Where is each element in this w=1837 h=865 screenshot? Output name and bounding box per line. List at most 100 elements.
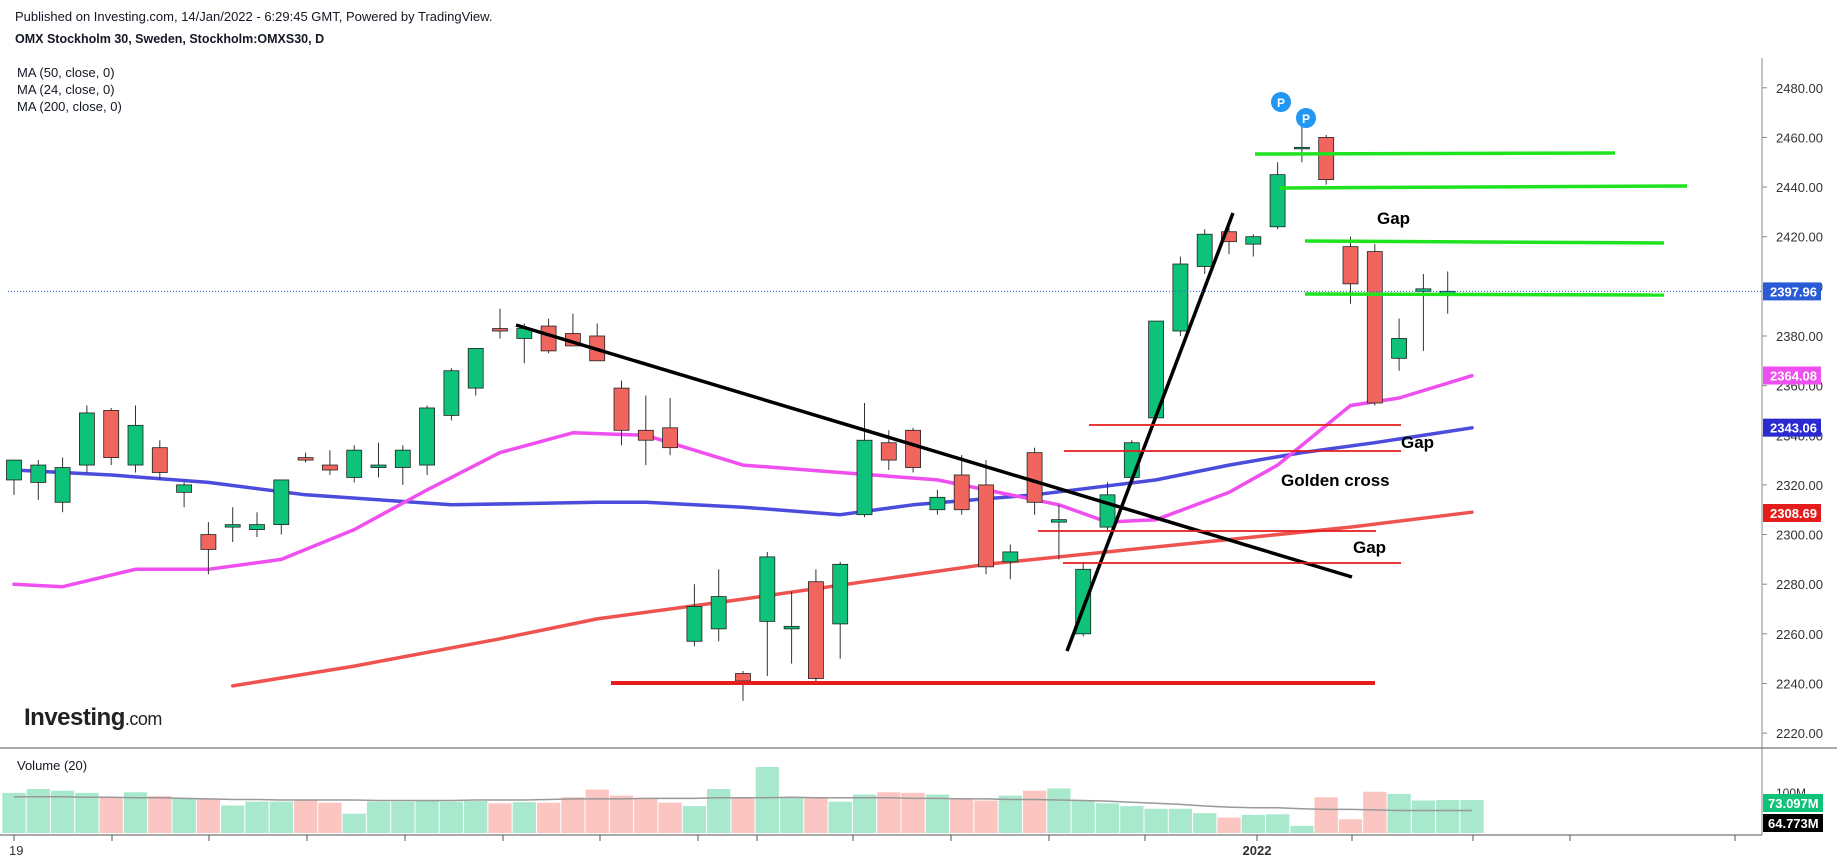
investing-logo: Investing.com xyxy=(24,704,162,731)
candle-body xyxy=(273,479,290,526)
candle-body xyxy=(953,474,970,511)
price-label-box xyxy=(1763,418,1821,437)
candle-up xyxy=(1415,273,1432,351)
candle-body xyxy=(662,427,678,449)
candle-up xyxy=(1172,256,1189,336)
ma-24-legend[interactable]: MA (24, close, 0) xyxy=(17,82,115,97)
y-tick-label: 2320.00 xyxy=(1776,478,1823,493)
candle-up xyxy=(419,405,436,475)
candle-down xyxy=(1221,226,1237,255)
pivot-marker[interactable]: P xyxy=(1296,108,1316,128)
volume-bar xyxy=(2,792,26,833)
candle-body xyxy=(151,447,168,473)
resistance-line-3 xyxy=(1304,239,1665,245)
candle-body xyxy=(370,464,387,468)
candle-body xyxy=(176,484,193,493)
candle-up xyxy=(346,445,363,483)
candle-body xyxy=(103,410,120,459)
volume-bar xyxy=(1290,825,1314,833)
candle-up xyxy=(273,479,290,535)
candle-body xyxy=(1196,233,1213,267)
candle-down xyxy=(662,398,678,456)
volume-bar xyxy=(439,801,464,833)
volume-bar xyxy=(682,806,707,833)
ma-line-1 xyxy=(12,373,1474,589)
resistance-line-1 xyxy=(1254,151,1616,156)
price-label-text: 2364.08 xyxy=(1770,368,1817,383)
moving-averages xyxy=(12,373,1474,688)
volume-bar xyxy=(172,798,196,833)
candle-body xyxy=(6,459,22,481)
volume-bar xyxy=(342,813,366,833)
volume-bar xyxy=(415,800,439,833)
candle-body xyxy=(613,387,630,431)
time-axis[interactable]: 19 2022 xyxy=(9,835,1736,858)
volume-bar xyxy=(1095,803,1120,833)
candle-body xyxy=(832,563,849,625)
candle-body xyxy=(1269,174,1286,228)
volume-bar xyxy=(877,792,901,833)
down-trendline xyxy=(515,323,1353,579)
candle-body xyxy=(467,347,484,389)
candle-body xyxy=(1051,519,1067,523)
price-label-text: 2343.06 xyxy=(1770,421,1817,436)
candle-body xyxy=(759,556,776,622)
candle-up xyxy=(686,584,703,647)
candle-body xyxy=(856,439,873,516)
ma-200-legend[interactable]: MA (200, close, 0) xyxy=(17,99,122,114)
volume-bar xyxy=(1363,791,1387,833)
gap-label-upper: Gap xyxy=(1377,209,1410,228)
candle-down xyxy=(297,452,314,463)
y-tick-label: 2440.00 xyxy=(1776,180,1823,195)
y-tick-label: 2260.00 xyxy=(1776,627,1823,642)
volume-ma-line xyxy=(14,795,1472,812)
candle-down xyxy=(103,407,120,466)
candle-down xyxy=(589,323,606,362)
volume-bar xyxy=(1314,797,1338,833)
resistance-line-4 xyxy=(1304,292,1665,297)
golden-cross-label: Golden cross xyxy=(1281,471,1390,490)
volume-bar xyxy=(755,767,779,833)
candle-down xyxy=(1318,134,1335,185)
candle-up xyxy=(176,482,193,508)
candle-body xyxy=(783,625,800,630)
candle-body xyxy=(1172,263,1189,332)
candle-up xyxy=(783,591,800,664)
symbol-title: OMX Stockholm 30, Sweden, Stockholm:OMXS… xyxy=(15,32,325,46)
volume-bar xyxy=(464,801,488,833)
y-tick-label: 2460.00 xyxy=(1776,130,1823,145)
candle-body xyxy=(419,407,436,466)
volume-bar xyxy=(391,801,415,833)
volume-label-box xyxy=(1763,814,1823,832)
pivot-label: P xyxy=(1302,112,1310,126)
candle-up xyxy=(467,347,484,396)
ma-line-2 xyxy=(230,510,1474,688)
candle-body xyxy=(224,524,241,528)
volume-label-text: 64.773M xyxy=(1768,816,1819,831)
y-tick-label: 2480.00 xyxy=(1776,81,1823,96)
candle-body xyxy=(54,467,71,503)
volume-bar xyxy=(658,802,682,833)
candle-down xyxy=(880,430,897,471)
volume-bar xyxy=(828,801,852,833)
volume-bar xyxy=(1436,800,1460,833)
gap-label-lower: Gap xyxy=(1353,538,1386,557)
candle-body xyxy=(297,457,314,461)
candle-down xyxy=(321,450,338,475)
volume-bar xyxy=(1193,813,1217,833)
volume-bar xyxy=(536,802,561,833)
price-axis[interactable]: 2220.00 2240.00 2260.00 2280.00 2300.00 2320.… xyxy=(8,81,1823,741)
volume-bar xyxy=(1047,788,1071,833)
volume-bar xyxy=(852,794,877,833)
volume-bar xyxy=(245,801,269,833)
candle-up xyxy=(394,445,411,485)
candle-down xyxy=(151,440,168,480)
candle-body xyxy=(200,534,217,550)
up-trendline xyxy=(1065,212,1235,652)
volume-bar xyxy=(998,795,1022,833)
candle-up xyxy=(6,459,22,495)
ma-50-legend[interactable]: MA (50, close, 0) xyxy=(17,65,115,80)
pivot-marker[interactable]: P xyxy=(1271,92,1291,112)
